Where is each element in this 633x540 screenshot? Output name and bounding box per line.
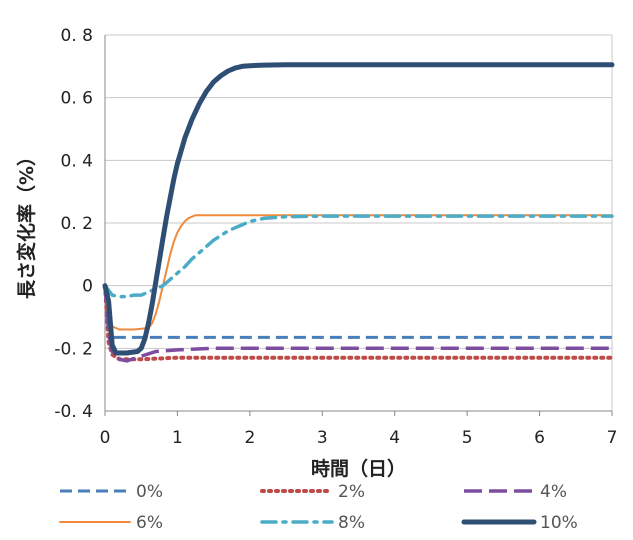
y-tick-label: 0. 8 xyxy=(61,26,93,46)
y-tick-label: 0. 2 xyxy=(61,214,93,234)
tick-labels: 0. 8 0. 6 0. 4 0. 2 0 -0. 2 -0. 4 0 1 2 3 4 5 6 7 xyxy=(54,26,617,448)
y-axis-title: 長さ変化率（%） xyxy=(15,147,38,299)
x-tick-label: 7 xyxy=(607,428,618,448)
legend: 0% 2% 4% 6% 8% 10% xyxy=(59,482,578,533)
y-tick-label: 0 xyxy=(82,277,93,297)
y-tick-label: 0. 4 xyxy=(61,151,93,171)
y-tick-label: 0. 6 xyxy=(61,89,93,109)
series-line-4 xyxy=(104,214,613,331)
legend-label: 2% xyxy=(338,482,365,502)
y-tick-label: -0. 4 xyxy=(54,402,93,422)
x-axis-title: 時間（日） xyxy=(311,457,406,480)
x-tick-label: 2 xyxy=(244,428,255,448)
x-tick-label: 3 xyxy=(317,428,328,448)
y-tick-label: -0. 2 xyxy=(54,339,93,359)
series-line-1 xyxy=(103,285,612,339)
series-line-6 xyxy=(102,62,615,356)
legend-label: 6% xyxy=(136,513,163,533)
gridlines xyxy=(105,34,612,412)
x-tick-label: 5 xyxy=(462,428,473,448)
axes xyxy=(104,35,613,416)
legend-label: 8% xyxy=(338,513,365,533)
x-tick-label: 6 xyxy=(534,428,545,448)
series-lines xyxy=(102,62,615,363)
legend-label: 0% xyxy=(136,482,163,502)
x-tick-label: 4 xyxy=(389,428,400,448)
series-line-3 xyxy=(103,285,612,363)
legend-label: 10% xyxy=(540,513,578,533)
x-tick-label: 1 xyxy=(172,428,183,448)
series-line-5 xyxy=(103,214,614,299)
x-tick-label: 0 xyxy=(100,428,111,448)
legend-label: 4% xyxy=(540,482,567,502)
